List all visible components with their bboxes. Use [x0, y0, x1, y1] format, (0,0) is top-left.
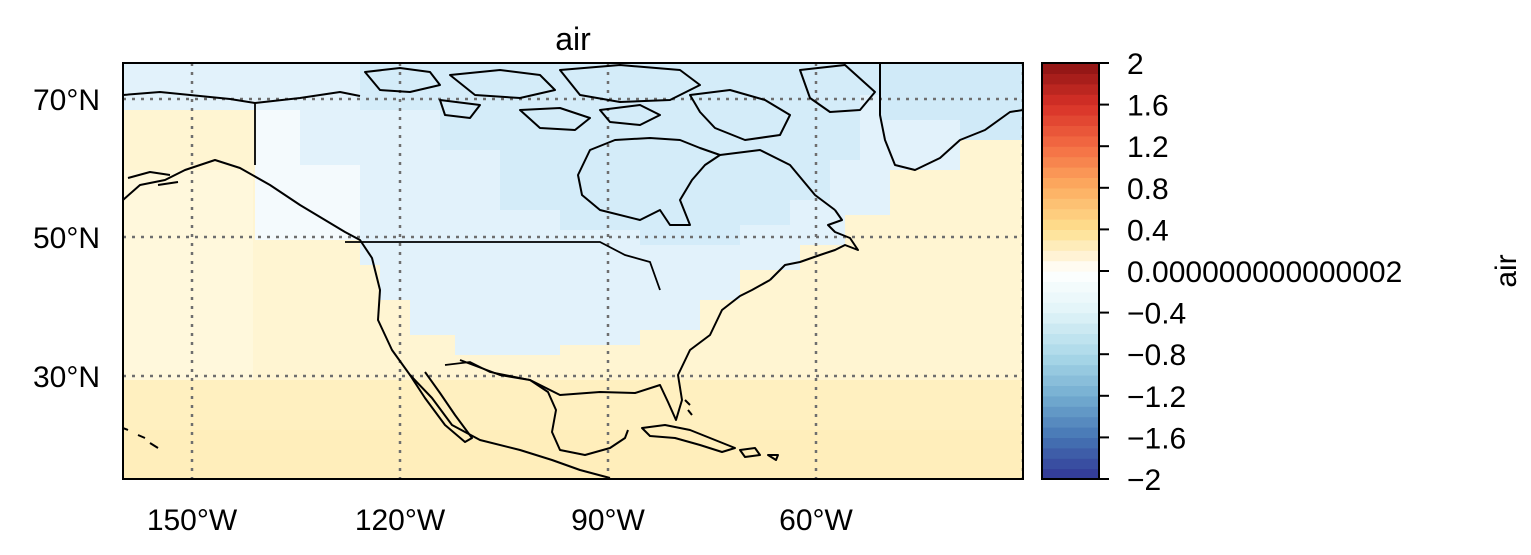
colorbar-segment	[1042, 135, 1099, 147]
field-greenland-cool	[880, 63, 1023, 140]
colorbar-label: air	[1490, 254, 1523, 287]
map-title: air	[555, 21, 591, 57]
field-south-band-2	[123, 430, 1023, 479]
colorbar-segment	[1042, 250, 1099, 262]
colorbar-segment	[1042, 375, 1099, 386]
colorbar-tick-label: 0.000000000000002	[1127, 256, 1402, 289]
colorbar-tick-label: −2	[1127, 464, 1161, 497]
colorbar-segment	[1042, 302, 1099, 314]
colorbar-segment	[1042, 354, 1099, 366]
colorbar-segment	[1042, 458, 1099, 470]
colorbar-segment	[1042, 385, 1099, 397]
lat-ticks: 70°N 50°N 30°N	[33, 84, 100, 394]
colorbar-segment	[1042, 198, 1099, 210]
map-frame	[122, 62, 1024, 480]
lat-tick-label: 70°N	[33, 84, 100, 117]
colorbar-tick-label: 0.4	[1127, 214, 1169, 247]
colorbar-segment	[1042, 146, 1099, 158]
colorbar-segment	[1042, 271, 1099, 282]
colorbar-segment	[1042, 167, 1099, 178]
field-pacific-warm	[123, 170, 253, 380]
colorbar-segment	[1042, 281, 1099, 293]
borders	[254, 103, 661, 381]
colorbar-segment	[1042, 333, 1099, 345]
colorbar-tick-label: 1.6	[1127, 90, 1169, 123]
colorbar-segment	[1042, 260, 1099, 272]
colorbar-segments	[1042, 63, 1099, 480]
colorbar-segment	[1042, 177, 1099, 189]
lon-tick-label: 150°W	[147, 504, 238, 537]
colorbar-tick-label: 1.2	[1127, 131, 1169, 164]
colorbar-segment	[1042, 156, 1099, 168]
colorbar-segment	[1042, 187, 1099, 199]
colorbar: 2 1.6 1.2 0.8 0.4 0.000000000000002 −0.4 −0.8 −1…	[1041, 48, 1523, 497]
colorbar-segment	[1042, 104, 1099, 116]
map-panel	[123, 63, 1023, 479]
colorbar-segment	[1042, 343, 1099, 355]
colorbar-segment	[1042, 323, 1099, 334]
colorbar-segment	[1042, 406, 1099, 418]
colorbar-segment	[1042, 94, 1099, 106]
colorbar-tick-label: 2	[1127, 48, 1144, 81]
colorbar-segment	[1042, 63, 1099, 74]
field-north-cooler	[360, 63, 880, 245]
coastlines	[123, 63, 1023, 479]
colorbar-segment	[1042, 125, 1099, 137]
colorbar-segment	[1042, 468, 1099, 480]
colorbar-tick-label: −0.8	[1127, 339, 1186, 372]
field-transition	[255, 110, 360, 240]
lat-tick-label: 50°N	[33, 222, 100, 255]
colorbar-segment	[1042, 427, 1099, 438]
lon-tick-label: 90°W	[571, 504, 645, 537]
colorbar-segment	[1042, 115, 1099, 126]
colorbar-segment	[1042, 229, 1099, 241]
colorbar-segment	[1042, 208, 1099, 220]
colorbar-segment	[1042, 239, 1099, 251]
colorbar-segment	[1042, 395, 1099, 407]
lon-tick-label: 60°W	[779, 504, 853, 537]
colorbar-segment	[1042, 219, 1099, 230]
colorbar-segment	[1042, 73, 1099, 85]
colorbar-segment	[1042, 437, 1099, 449]
colorbar-segment	[1042, 312, 1099, 324]
colorbar-segment	[1042, 416, 1099, 428]
colorbar-tick-label: −0.4	[1127, 298, 1186, 331]
colorbar-segment	[1042, 364, 1099, 376]
lat-tick-label: 30°N	[33, 361, 100, 394]
colorbar-tick-label: −1.6	[1127, 422, 1186, 455]
colorbar-ticks: 2 1.6 1.2 0.8 0.4 0.000000000000002 −0.4 −0.8 −1…	[1099, 48, 1402, 497]
lon-tick-label: 120°W	[355, 504, 446, 537]
gridlines	[123, 63, 1023, 479]
colorbar-segment	[1042, 291, 1099, 303]
colorbar-tick-label: 0.8	[1127, 173, 1169, 206]
colorbar-segment	[1042, 83, 1099, 95]
lon-ticks: 150°W 120°W 90°W 60°W	[147, 504, 854, 537]
colorbar-tick-label: −1.2	[1127, 381, 1186, 414]
colorbar-segment	[1042, 447, 1099, 459]
